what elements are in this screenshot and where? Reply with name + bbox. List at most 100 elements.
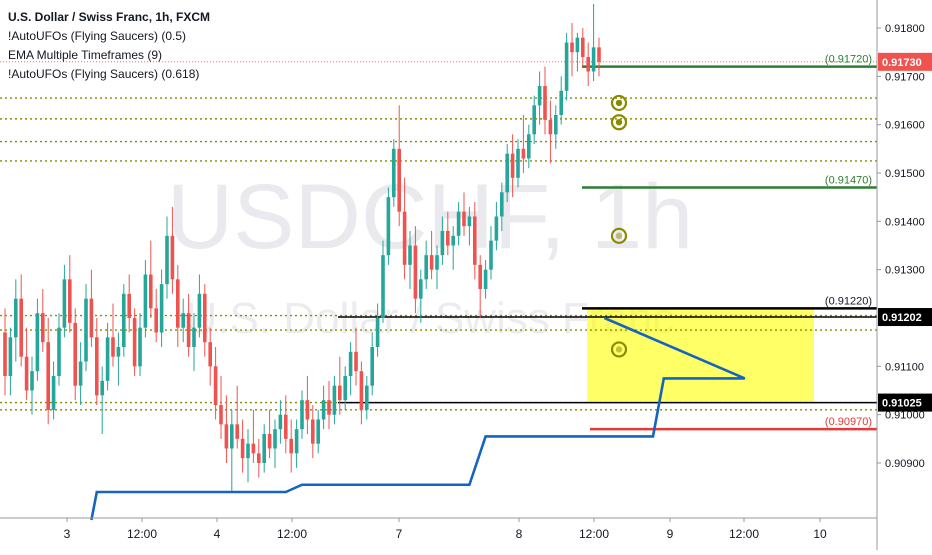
y-tick-label: 0.91700 xyxy=(885,71,925,83)
candle-body xyxy=(30,371,34,391)
candle-body xyxy=(321,400,326,420)
candle-body xyxy=(111,337,115,357)
y-tick-label: 0.91100 xyxy=(885,361,924,373)
candle-body xyxy=(408,245,412,265)
candle-body xyxy=(305,400,310,420)
candle-body xyxy=(510,153,515,178)
candle-body xyxy=(186,313,191,347)
candle-body xyxy=(14,298,18,338)
ufo-marker-icon xyxy=(610,114,628,131)
candle-body xyxy=(149,274,153,309)
y-tick-label: 0.91800 xyxy=(885,23,925,35)
candle-body xyxy=(570,42,574,53)
x-tick-label: 12:00 xyxy=(729,527,759,541)
candle-body xyxy=(386,197,391,256)
level-value-label: (0.90970) xyxy=(825,416,872,428)
candle-body xyxy=(537,86,542,106)
candle-body xyxy=(559,90,563,115)
candle-body xyxy=(489,240,493,270)
candle-body xyxy=(3,332,7,376)
candle-body xyxy=(440,231,445,256)
candle-body xyxy=(73,322,77,386)
candle-body xyxy=(402,211,407,265)
candle-body xyxy=(159,284,164,333)
candle-body xyxy=(343,376,347,401)
price-tag-box xyxy=(878,52,932,71)
candle-body xyxy=(78,361,83,386)
candle-body xyxy=(327,400,331,415)
candle-body xyxy=(138,327,142,367)
y-tick-label: 0.90900 xyxy=(885,458,925,470)
ema-line xyxy=(90,316,746,521)
candle-body xyxy=(456,211,461,236)
candle-body xyxy=(494,216,499,241)
candle-body xyxy=(213,366,218,405)
candle-body xyxy=(230,424,234,449)
candle-body xyxy=(424,255,428,280)
candle-body xyxy=(548,119,553,135)
x-tick-label: 12:00 xyxy=(579,527,609,541)
candle-body xyxy=(365,385,369,410)
x-tick-label: 3 xyxy=(64,527,71,541)
target-zone xyxy=(587,308,814,403)
candle-body xyxy=(564,42,569,91)
candle-body xyxy=(581,37,585,57)
price-tag-box xyxy=(878,308,932,327)
candle-body xyxy=(289,438,293,454)
candle-body xyxy=(435,255,439,270)
candle-body xyxy=(132,318,137,367)
candle-body xyxy=(95,337,99,396)
x-tick-label: 10 xyxy=(813,527,827,541)
candle-body xyxy=(62,279,67,328)
ufo-marker-icon xyxy=(610,94,628,112)
symbol-title[interactable]: U.S. Dollar / Swiss Franc, 1h, FXCM xyxy=(8,10,211,24)
candle-body xyxy=(338,385,342,401)
candle-body xyxy=(122,293,126,347)
candle-body xyxy=(165,235,169,285)
symbol-watermark: USDCHF, 1h xyxy=(167,166,694,268)
level-value-label: (0.91220) xyxy=(825,295,872,307)
ufo-marker-core xyxy=(615,346,623,353)
candle-body xyxy=(273,429,277,449)
candle-body xyxy=(586,57,590,72)
candle-body xyxy=(359,371,364,410)
candle-body xyxy=(8,337,13,376)
candle-body xyxy=(41,313,45,343)
x-tick-label: 12:00 xyxy=(127,527,157,541)
price-tag-label: 0.91730 xyxy=(882,57,922,69)
candle-body xyxy=(24,356,29,391)
candle-body xyxy=(257,453,261,463)
candle-body xyxy=(284,414,288,439)
level-value-label: (0.91470) xyxy=(825,175,872,187)
candle-body xyxy=(203,293,207,343)
candle-body xyxy=(68,279,72,323)
price-tag-box xyxy=(878,393,932,412)
candle-body xyxy=(516,148,520,178)
x-tick-label: 7 xyxy=(396,527,403,541)
candle-body xyxy=(381,255,385,318)
candle-body xyxy=(397,148,401,212)
indicator-label-ema[interactable]: EMA Multiple Timeframes (9) xyxy=(8,48,163,62)
candle-body xyxy=(46,342,50,410)
y-tick-label: 0.91300 xyxy=(885,265,925,277)
indicator-label-ufo-0618[interactable]: !AutoUFOs (Flying Saucers) (0.618) xyxy=(8,67,200,81)
candle-body xyxy=(100,380,104,396)
indicator-label-ufo-05[interactable]: !AutoUFOs (Flying Saucers) (0.5) xyxy=(8,29,187,43)
ufo-marker-icon xyxy=(610,227,628,244)
candle-body xyxy=(89,298,94,338)
candle-body xyxy=(543,86,547,120)
candle-body xyxy=(521,148,526,159)
candle-body xyxy=(554,115,558,135)
y-tick-label: 0.91500 xyxy=(885,168,925,180)
candle-body xyxy=(348,351,353,376)
candle-body xyxy=(591,47,596,72)
candle-body xyxy=(170,235,175,280)
candle-body xyxy=(143,274,148,328)
price-tag-label: 0.91202 xyxy=(882,312,922,324)
candle-body xyxy=(176,279,180,328)
candle-body xyxy=(575,37,580,53)
chart-legend: U.S. Dollar / Swiss Franc, 1h, FXCM !Aut… xyxy=(8,8,210,84)
candle-body xyxy=(294,429,299,454)
